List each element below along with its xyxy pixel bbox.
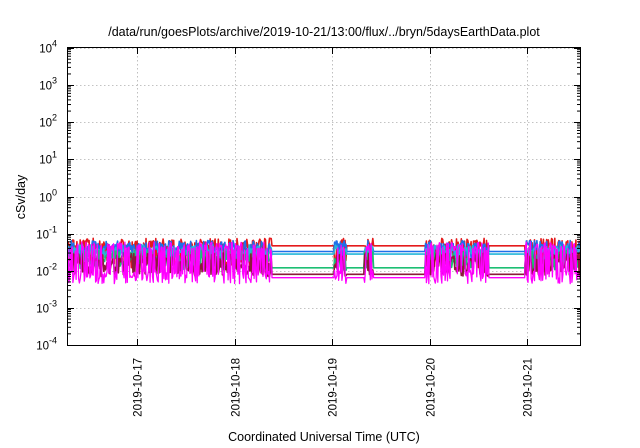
y-tick-label: 100: [39, 188, 57, 205]
y-tick-label: 104: [39, 39, 57, 56]
x-axis: 2019-10-17 2019-10-18 2019-10-19 2019-10-20…: [133, 48, 535, 417]
y-tick-label: 10-3: [36, 299, 57, 316]
x-tick-label: 2019-10-20: [426, 358, 438, 417]
data-series: [67, 237, 581, 285]
x-tick-label: 2019-10-19: [328, 358, 340, 417]
y-axis-label: cSv/day: [14, 174, 28, 219]
chart-title: /data/run/goesPlots/archive/2019-10-21/1…: [108, 25, 540, 39]
y-tick-label: 10-2: [36, 262, 57, 279]
y-tick-label: 102: [39, 113, 57, 130]
x-tick-label: 2019-10-17: [133, 358, 145, 417]
y-tick-label: 10-1: [36, 225, 57, 242]
grid-lines: [68, 48, 580, 346]
series-line-blue: [67, 239, 581, 261]
y-axis: 10-4 10-3 10-2 10-1 100 101 102 103 104: [36, 39, 580, 353]
x-axis-label: Coordinated Universal Time (UTC): [228, 430, 420, 444]
series-line-magenta: [67, 241, 581, 285]
y-tick-label: 10-4: [36, 336, 57, 353]
x-tick-label: 2019-10-18: [231, 358, 243, 417]
x-tick-label: 2019-10-21: [523, 358, 535, 417]
series-line-red: [67, 237, 581, 269]
y-tick-label: 101: [39, 150, 57, 167]
y-tick-label: 103: [39, 76, 57, 93]
plot-frame: [67, 47, 581, 346]
